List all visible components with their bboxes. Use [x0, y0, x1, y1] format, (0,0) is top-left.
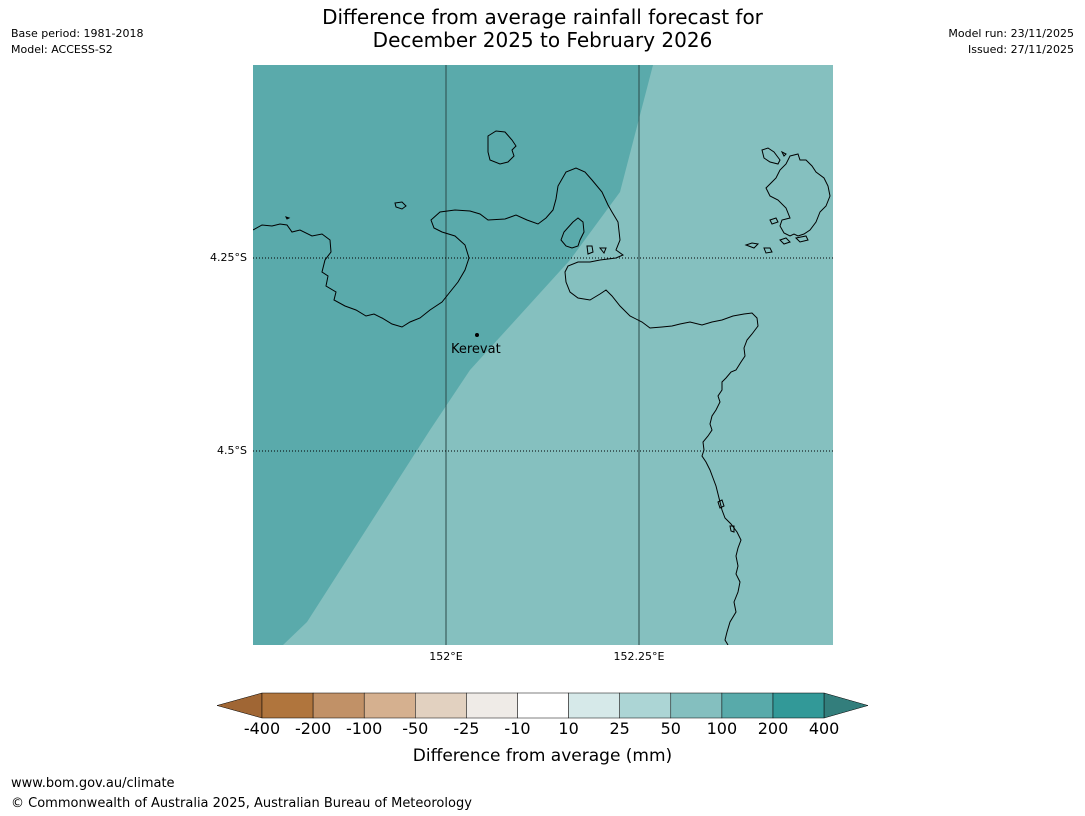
colorbar-tick-label: -100: [346, 719, 383, 738]
kerevat-marker: [475, 333, 479, 337]
colorbar-tick-label: 400: [808, 719, 840, 738]
meta-right: Model run: 23/11/2025 Issued: 27/11/2025: [948, 26, 1074, 58]
colorbar-tick-label: -400: [243, 719, 281, 738]
footer-url[interactable]: www.bom.gov.au/climate: [11, 776, 175, 791]
coastline: [253, 130, 831, 645]
title-line-2: December 2025 to February 2026: [372, 28, 713, 52]
place-label-kerevat: Kerevat: [451, 342, 501, 357]
issued-text: Issued: 27/11/2025: [967, 43, 1074, 56]
colorbar-tick-label: 200: [757, 719, 789, 738]
model-run-text: Model run: 23/11/2025: [948, 27, 1074, 40]
colorbar-tick-label: 10: [558, 719, 579, 738]
colorbar-title: Difference from average (mm): [412, 746, 673, 766]
meta-left: Base period: 1981-2018 Model: ACCESS-S2: [11, 26, 143, 58]
lat-label-4-5: 4.5°S: [217, 444, 247, 457]
colorbar-tick-label: -25: [453, 719, 480, 738]
colorbar-tick-label: 50: [660, 719, 681, 738]
lon-label-152-25: 152.25°E: [613, 650, 665, 663]
colorbar-tick-label: 25: [609, 719, 630, 738]
map: [253, 65, 833, 645]
gridlines: [253, 65, 833, 645]
lon-label-152: 152°E: [429, 650, 463, 663]
title-line-1: Difference from average rainfall forecas…: [322, 5, 763, 29]
model-text: Model: ACCESS-S2: [11, 43, 113, 56]
colorbar-tick-label: -50: [402, 719, 429, 738]
colorbar-tick-label: 100: [706, 719, 738, 738]
chart-title: Difference from average rainfall forecas…: [0, 6, 1085, 52]
footer-copyright: © Commonwealth of Australia 2025, Austra…: [11, 796, 472, 811]
colorbar-tick-label: -200: [294, 719, 332, 738]
base-period-text: Base period: 1981-2018: [11, 27, 144, 40]
colorbar-tick-label: -10: [504, 719, 531, 738]
lat-label-4-25: 4.25°S: [210, 251, 247, 264]
